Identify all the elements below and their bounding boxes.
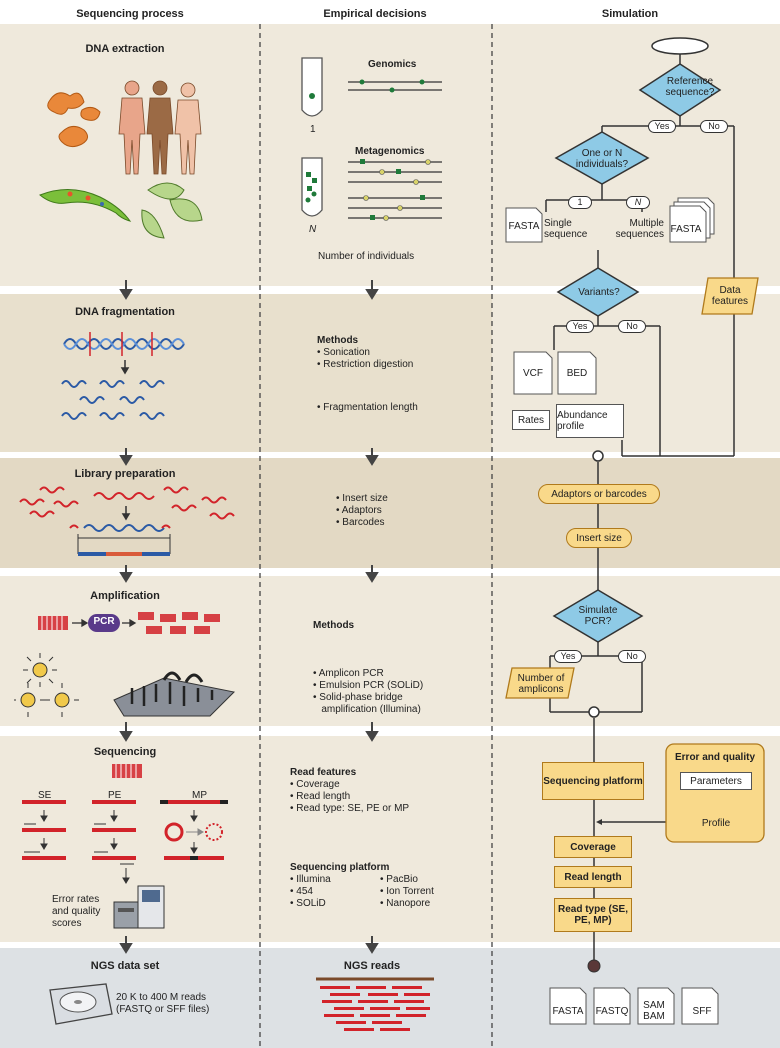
- fragmentation-illustration: [61, 332, 185, 420]
- doc-fasta-single: FASTA: [508, 221, 540, 232]
- platforms-right-list: • PacBio • Ion Torrent • Nanopore: [380, 874, 434, 909]
- frag-methods-title: Methods: [317, 335, 359, 346]
- title-sequencing: Sequencing: [93, 746, 157, 758]
- doc-bed: BED: [566, 368, 588, 379]
- data-features: Data features: [711, 285, 749, 307]
- platforms-left-list: • Illumina • 454 • SOLiD: [290, 874, 331, 909]
- simulation-flowchart-lines: [505, 37, 765, 1025]
- label-tube-n: N: [309, 224, 317, 235]
- platform-title: Sequencing platform: [290, 862, 390, 873]
- diamond-simulate-pcr: Simulate PCR?: [578, 605, 618, 627]
- diamond-one-or-n: One or N individuals?: [575, 148, 629, 170]
- doc-profile: Profile: [701, 818, 731, 829]
- band-library: [0, 458, 780, 568]
- read-features-list: • Coverage • Read length • Read type: SE, …: [290, 779, 410, 814]
- sequencer-machine-icon: [113, 885, 165, 929]
- diamond-variants: Variants?: [578, 287, 620, 298]
- label-reads-count: 20 K to 400 M reads (FASTQ or SFF files): [116, 992, 210, 1015]
- label-genomics: Genomics: [368, 59, 417, 70]
- output-fasta: FASTA: [552, 1006, 584, 1017]
- dna-template-icon: [38, 616, 68, 630]
- emulsion-bead-icon: [20, 662, 70, 708]
- coverage: Coverage: [554, 836, 632, 858]
- read-type: Read type (SE, PE, MP): [554, 898, 632, 932]
- title-ngs-data-set: NGS data set: [90, 960, 160, 972]
- amp-methods-title: Methods: [313, 620, 355, 631]
- number-of-amplicons: Number of amplicons: [517, 673, 565, 695]
- option-n: N: [626, 196, 650, 209]
- sequencing-platform: Sequencing platform: [542, 762, 644, 800]
- band-fragmentation: [0, 294, 492, 452]
- gecko-icon: [39, 189, 132, 222]
- pcr-badge: [88, 614, 120, 632]
- library-decisions-list: • Insert size • Adaptors • Barcodes: [336, 493, 388, 528]
- microbe-icon: [47, 92, 101, 148]
- test-tube-icon: [301, 57, 323, 117]
- sequencing-illustration: [22, 764, 228, 929]
- test-tube-icon: [301, 157, 323, 217]
- no-variants: No: [618, 320, 646, 333]
- input-abundance-profile: Abundance profile: [556, 404, 624, 438]
- diamond-reference-sequence: Reference sequence?: [665, 76, 715, 98]
- header-empirical-decisions: Empirical decisions: [323, 8, 427, 20]
- output-sam-bam: SAM BAM: [643, 1000, 665, 1022]
- humans-icon: [118, 80, 202, 175]
- no-pcr: No: [618, 650, 646, 663]
- yes-reference: Yes: [648, 120, 676, 133]
- label-pe: PE: [108, 790, 122, 801]
- label-mp: MP: [192, 790, 207, 801]
- header-simulation: Simulation: [601, 8, 659, 20]
- title-dna-fragmentation: DNA fragmentation: [75, 306, 175, 318]
- ngs-reads-illustration: [316, 977, 434, 1031]
- library-illustration: [19, 486, 235, 556]
- organisms-illustration: [39, 80, 203, 239]
- output-fastq: FASTQ: [595, 1006, 629, 1017]
- flow-cell-icon: [113, 671, 236, 717]
- pcr-label: PCR: [93, 616, 115, 627]
- label-metagenomics: Metagenomics: [355, 146, 425, 157]
- label-error-rates: Error rates and quality scores: [52, 894, 101, 929]
- label-multiple-sequences: Multiple sequences: [615, 218, 664, 240]
- option-one: 1: [568, 196, 592, 209]
- read-length: Read length: [554, 866, 632, 888]
- hard-drive-icon: [49, 983, 113, 1025]
- error-and-quality-title: Error and quality: [674, 752, 755, 763]
- amplification-illustration: [14, 612, 236, 717]
- doc-fasta-multiple: FASTA: [670, 224, 702, 235]
- genomics-illustration: [301, 57, 442, 221]
- label-se: SE: [38, 790, 52, 801]
- label-single-sequence: Single sequence: [544, 218, 588, 240]
- parameters-box: Parameters: [680, 772, 752, 790]
- amp-methods-list: • Amplicon PCR • Emulsion PCR (SOLiD) • So…: [313, 668, 424, 715]
- yes-variants: Yes: [566, 320, 594, 333]
- adaptors-or-barcodes: Adaptors or barcodes: [538, 484, 660, 504]
- title-library-preparation: Library preparation: [74, 468, 176, 480]
- read-features-title: Read features: [290, 767, 357, 778]
- yes-pcr: Yes: [554, 650, 582, 663]
- no-reference: No: [700, 120, 728, 133]
- frag-methods-list: • Sonication • Restriction digestion: [317, 347, 414, 370]
- doc-vcf: VCF: [523, 368, 543, 379]
- label-tube-1: 1: [310, 124, 316, 135]
- title-dna-extraction: DNA extraction: [85, 43, 165, 55]
- frag-length: • Fragmentation length: [317, 402, 418, 413]
- title-amplification: Amplification: [90, 590, 160, 602]
- label-number-of-individuals: Number of individuals: [318, 251, 415, 262]
- leaf-icon: [141, 182, 203, 239]
- input-rates: Rates: [512, 410, 550, 430]
- insert-size: Insert size: [566, 528, 632, 548]
- output-sff: SFF: [692, 1006, 712, 1017]
- title-ngs-reads: NGS reads: [343, 960, 401, 972]
- header-sequencing-process: Sequencing process: [76, 8, 184, 20]
